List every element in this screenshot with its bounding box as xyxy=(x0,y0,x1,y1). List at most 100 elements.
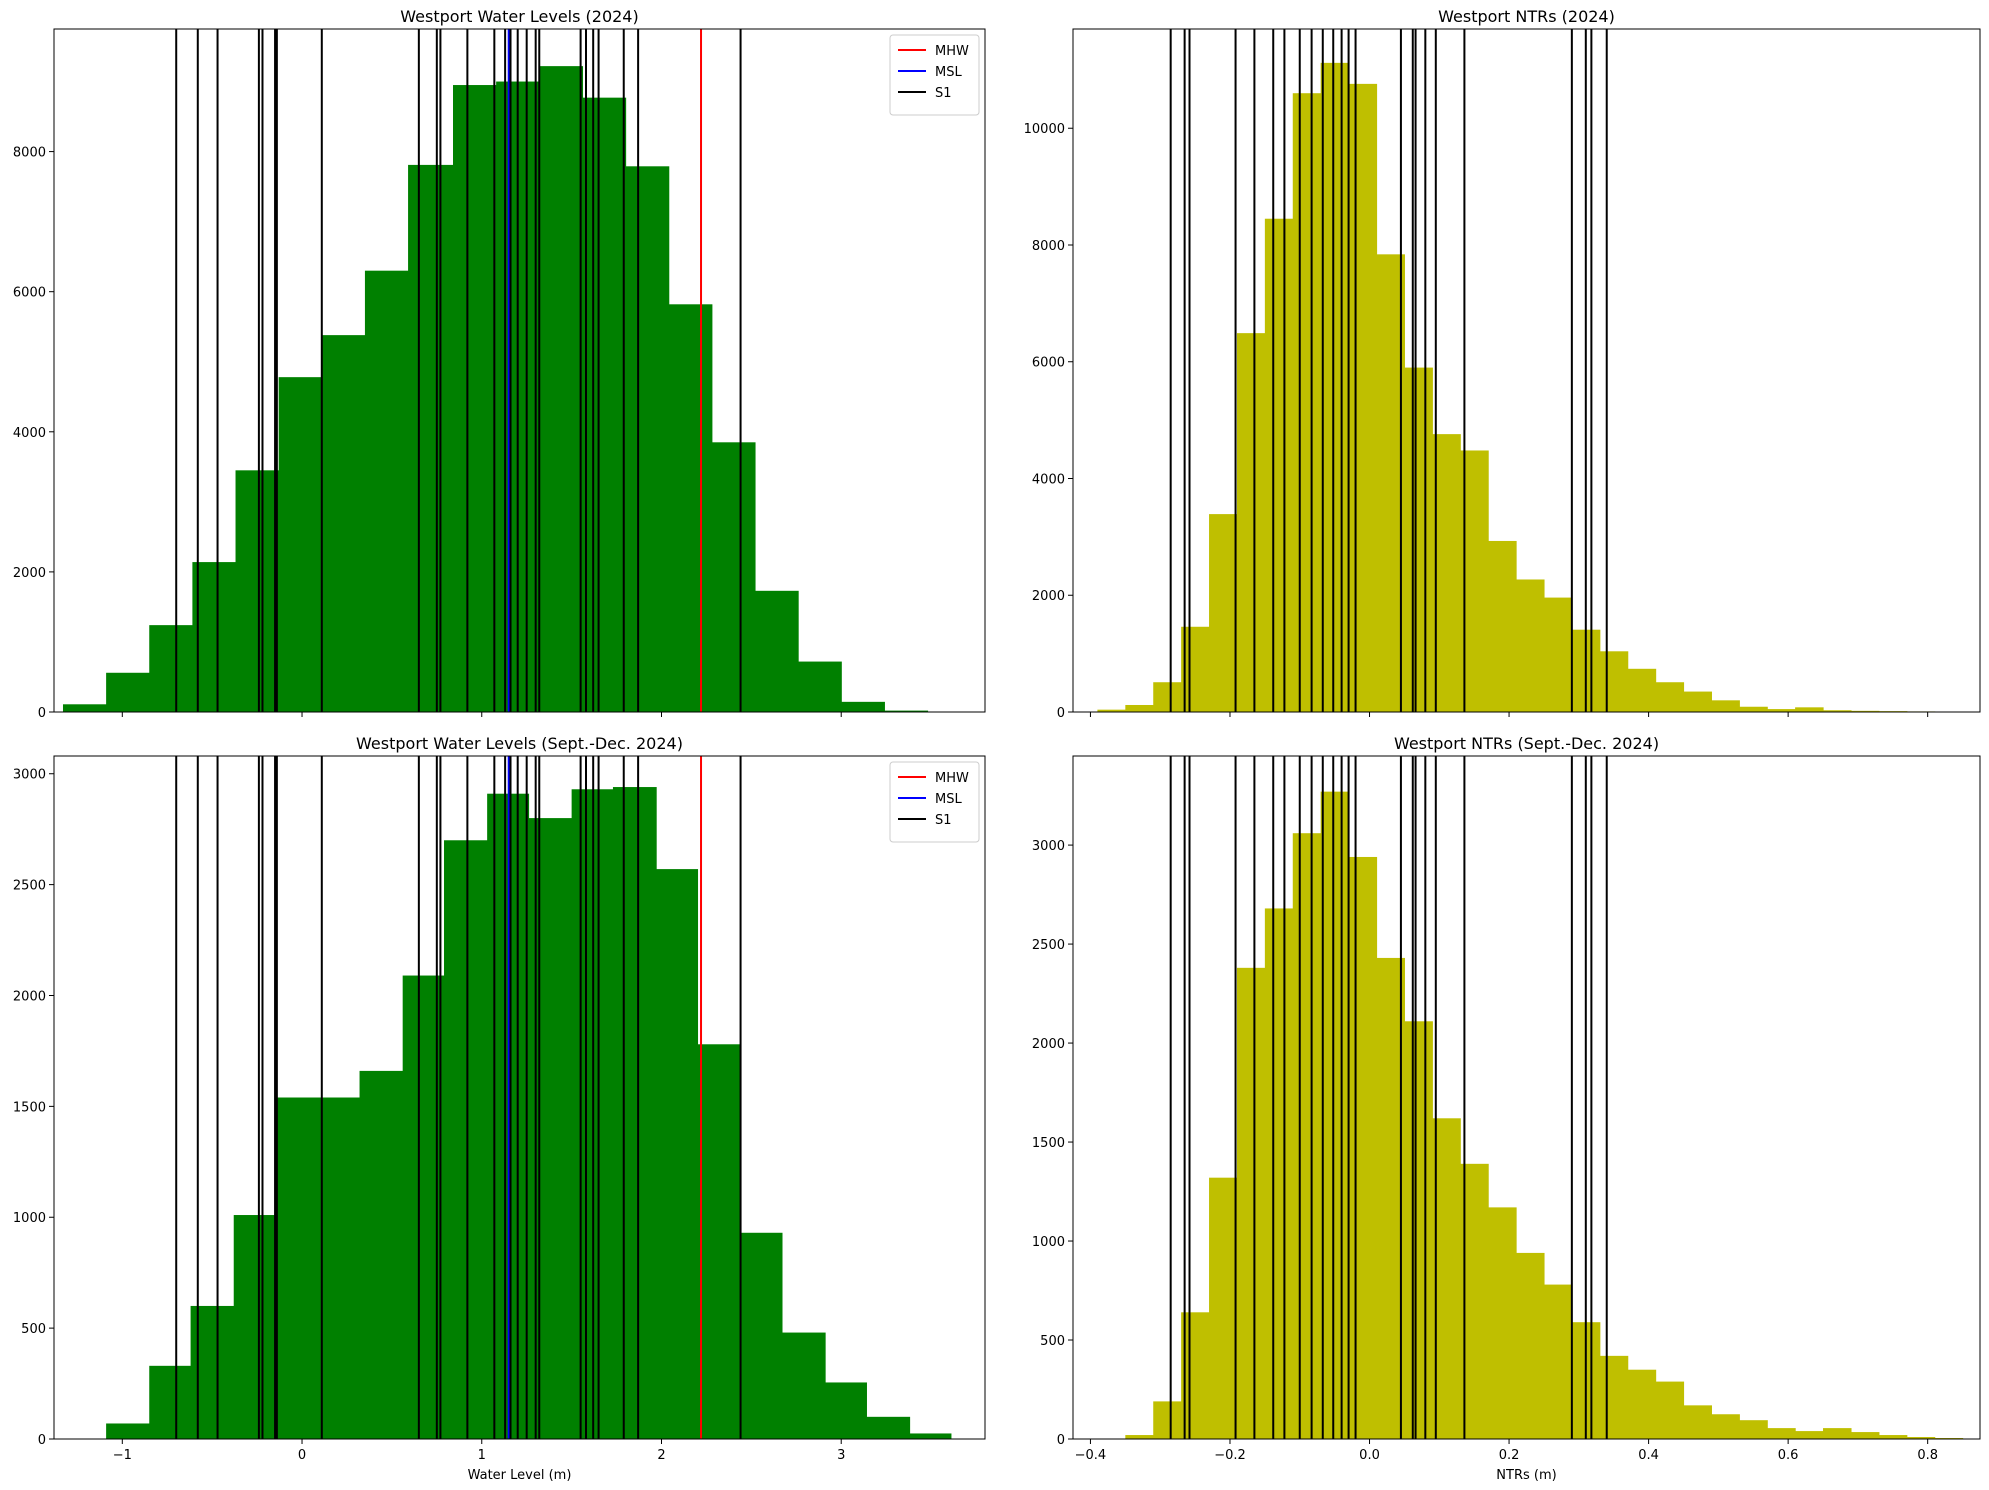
histogram-bar xyxy=(1292,833,1322,1439)
axes-frame xyxy=(1072,755,1981,1440)
chart-panel-1: 0 2000 4000 6000 8000 Westport Water Levels (… xyxy=(13,7,986,721)
y-tick-label: 2500 xyxy=(1032,938,1065,953)
y-tick-label: 2000 xyxy=(13,566,46,581)
histogram-bar xyxy=(408,164,454,712)
histogram-bar xyxy=(1655,1381,1685,1439)
chart-title: Westport Water Levels (Sept.-Dec. 2024) xyxy=(356,734,683,753)
histogram-bar xyxy=(1153,1401,1182,1439)
legend-box xyxy=(889,34,980,116)
histogram-bar xyxy=(359,1070,404,1439)
histogram-bar xyxy=(1543,597,1573,712)
histogram-bar xyxy=(1627,668,1657,712)
x-tick-label: 0.4 xyxy=(1638,1448,1659,1463)
histogram-bar xyxy=(1823,710,1852,712)
histogram-bar xyxy=(62,704,107,712)
histogram-bar xyxy=(1739,1420,1768,1439)
histogram-bar xyxy=(1850,1432,1880,1439)
histogram-bar xyxy=(625,166,670,712)
histogram-bar xyxy=(1767,709,1796,712)
histogram-bar xyxy=(884,710,929,712)
histogram-bar xyxy=(321,335,366,712)
histogram-bar xyxy=(1488,1207,1517,1439)
histogram-bar xyxy=(740,1232,783,1439)
histogram-bar xyxy=(754,590,799,712)
x-tick-label: 0.0 xyxy=(1359,1448,1380,1463)
y-tick-label: 0 xyxy=(1057,706,1065,721)
y-tick-label: 8000 xyxy=(13,146,46,161)
histogram-bar xyxy=(1795,1431,1824,1439)
histogram-bar xyxy=(1292,93,1322,712)
y-tick-label: 500 xyxy=(21,1322,46,1337)
histogram-bar xyxy=(235,470,280,712)
histogram-bar xyxy=(582,97,627,712)
y-tick-label: 2000 xyxy=(1032,1037,1065,1052)
histogram-bar xyxy=(697,1044,742,1439)
histogram-bar xyxy=(1599,1355,1629,1439)
y-tick-label: 4000 xyxy=(13,426,46,441)
histogram-bar xyxy=(1181,626,1210,712)
x-tick-label: 1 xyxy=(478,1448,486,1463)
histogram-bar xyxy=(1823,1428,1852,1439)
histogram-bar xyxy=(444,840,488,1439)
histogram-bar xyxy=(539,66,584,712)
histogram-bar xyxy=(1209,1177,1238,1439)
plot-area xyxy=(106,756,952,1439)
chart-panel-4: −0.4 −0.2 0.0 0.2 0.4 0.6 0.8 0 500 1000 1500 2000 2… xyxy=(1032,734,1981,1483)
y-tick-label: 4000 xyxy=(1032,472,1065,487)
y-tick-label: 2000 xyxy=(13,989,46,1004)
histogram-bar xyxy=(1432,434,1461,712)
histogram-bar xyxy=(1516,579,1545,712)
histogram-bar xyxy=(866,1416,911,1439)
histogram-bar xyxy=(1264,908,1294,1439)
histogram-bar xyxy=(1599,651,1629,712)
histogram-bar xyxy=(1711,1414,1740,1439)
histogram-bar xyxy=(1906,1437,1936,1439)
histogram-bar xyxy=(192,562,237,712)
histogram-bar xyxy=(364,270,409,712)
histogram-bar xyxy=(1153,682,1182,712)
histogram-bar xyxy=(1543,1284,1573,1439)
histogram-bar xyxy=(1209,514,1238,712)
x-tick-label: 3 xyxy=(837,1448,845,1463)
histogram-bar xyxy=(781,1332,826,1439)
y-tick-label: 1000 xyxy=(1032,1235,1065,1250)
histogram-bar xyxy=(668,304,713,712)
x-tick-label: −1 xyxy=(113,1448,132,1463)
y-tick-label: 6000 xyxy=(13,286,46,301)
histogram-bar xyxy=(402,975,445,1439)
histogram-bar xyxy=(106,1423,150,1439)
histogram-bar xyxy=(233,1215,276,1439)
y-tick-label: 8000 xyxy=(1032,239,1065,254)
histogram-bar xyxy=(1404,1021,1433,1439)
histogram-bar xyxy=(1767,1428,1796,1439)
histogram-bar xyxy=(711,442,756,712)
legend-label: S1 xyxy=(935,813,952,828)
histogram-bar xyxy=(1432,1118,1461,1439)
x-tick-label: −0.2 xyxy=(1214,1448,1246,1463)
y-tick-label: 2500 xyxy=(13,879,46,894)
histogram-bar xyxy=(1739,706,1768,712)
y-tick-label: 0 xyxy=(38,706,46,721)
y-tick-label: 3000 xyxy=(1032,839,1065,854)
histogram-bar xyxy=(656,869,699,1439)
x-tick-label: 0.6 xyxy=(1778,1448,1799,1463)
y-tick-label: 10000 xyxy=(1024,122,1065,137)
histogram-bar xyxy=(1404,367,1433,712)
legend-label: MHW xyxy=(935,44,969,59)
x-tick-label: −0.4 xyxy=(1075,1448,1107,1463)
x-tick-label: 2 xyxy=(657,1448,665,1463)
histogram-bar xyxy=(1125,704,1154,712)
histogram-bar xyxy=(1655,682,1685,712)
histogram-bar xyxy=(1850,710,1880,712)
histogram-bar xyxy=(453,85,497,712)
histogram-bar xyxy=(149,625,193,712)
y-tick-label: 1000 xyxy=(13,1211,46,1226)
histogram-bar xyxy=(318,1097,361,1439)
histogram-bar xyxy=(1097,709,1126,712)
histogram-bar xyxy=(278,377,323,712)
chart-title: Westport Water Levels (2024) xyxy=(400,7,638,26)
legend-label: S1 xyxy=(935,86,952,101)
y-tick-label: 3000 xyxy=(13,768,46,783)
histogram-bar xyxy=(909,1433,952,1439)
